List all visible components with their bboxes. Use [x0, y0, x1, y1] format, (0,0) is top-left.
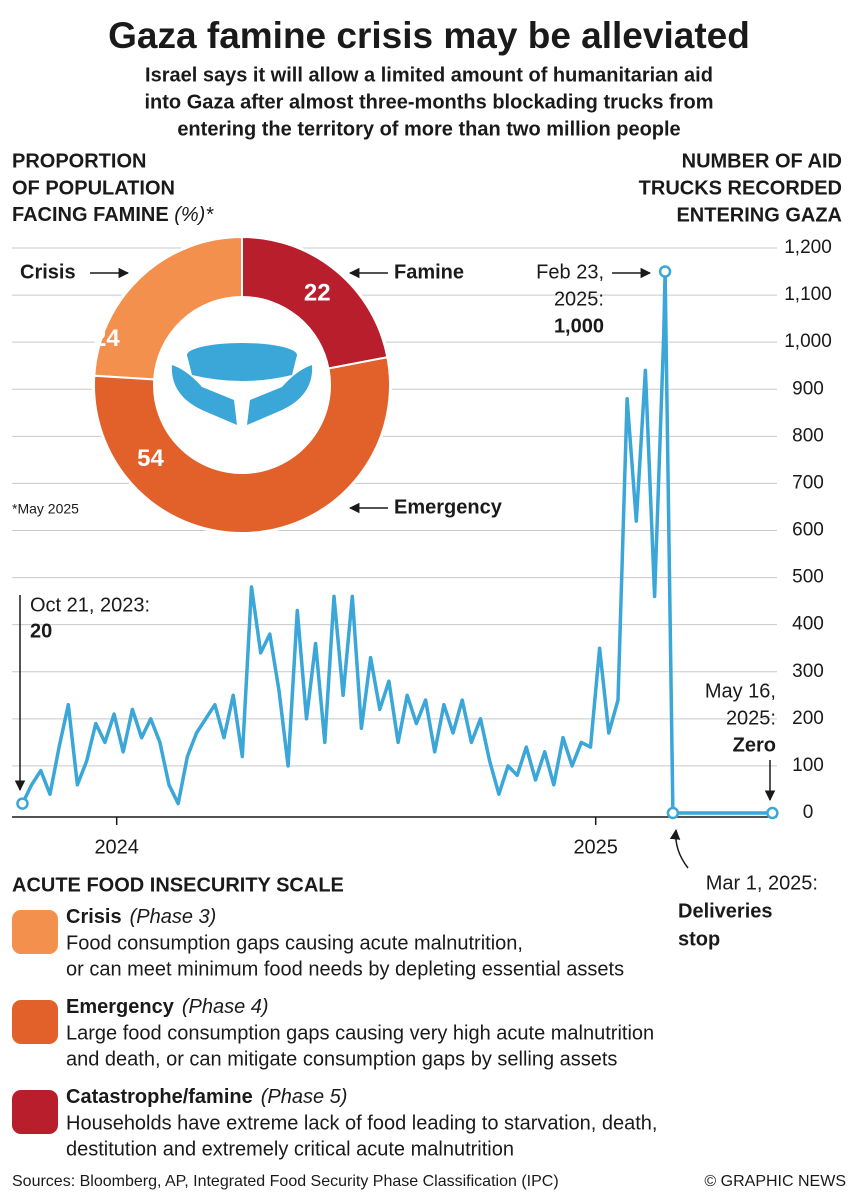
subtitle: entering the territory of more than two … — [177, 118, 680, 140]
legend-name: Crisis — [66, 906, 122, 928]
annotation: Feb 23, — [536, 261, 604, 283]
y-tick-label: 600 — [792, 520, 824, 541]
donut-label: Famine — [394, 261, 464, 283]
y-axis-title: NUMBER OF AID — [682, 150, 842, 172]
y-tick-label: 900 — [792, 378, 824, 399]
donut-title: FACING FAMINE — [12, 204, 169, 226]
y-tick-label: 100 — [792, 755, 824, 776]
y-tick-label: 200 — [792, 708, 824, 729]
legend-phase: (Phase 4) — [182, 996, 269, 1018]
point-marker — [658, 265, 672, 278]
icon — [247, 365, 313, 425]
donut-layer: 24 22 54 — [92, 235, 392, 535]
x-tick-label: 2025 — [573, 836, 618, 858]
icon — [171, 365, 237, 425]
y-tick-label: 1,000 — [784, 331, 832, 352]
donut-value: 24 — [93, 325, 120, 352]
legend-item: Crisis (Phase 3) — [66, 906, 216, 928]
annotation: Oct 21, 2023: — [30, 594, 150, 616]
donut-value: 22 — [304, 279, 331, 306]
note: *May 2025 — [12, 501, 79, 517]
legend-item: Catastrophe/famine (Phase 5) — [66, 1086, 347, 1108]
legend-description: Households have extreme lack of food lea… — [66, 1112, 657, 1134]
legend-description: and death, or can mitigate consumption g… — [66, 1048, 617, 1070]
subtitle: into Gaza after almost three-months bloc… — [145, 91, 714, 113]
y-axis-title: TRUCKS RECORDED — [639, 177, 842, 199]
legend-description: Food consumption gaps causing acute maln… — [66, 932, 523, 954]
legend-swatch — [12, 1000, 58, 1044]
legend-description: or can meet minimum food needs by deplet… — [66, 958, 624, 980]
legend-name: Catastrophe/famine — [66, 1086, 253, 1108]
annotation: 20 — [30, 620, 52, 642]
annotation: May 16, — [705, 680, 776, 702]
y-tick-label: 1,200 — [784, 237, 832, 258]
donut-slice — [93, 356, 391, 534]
x-tick-label: 2024 — [94, 836, 139, 858]
annotation: 1,000 — [554, 315, 604, 337]
donut-value: 54 — [137, 445, 164, 472]
subtitle: Israel says it will allow a limited amou… — [145, 64, 713, 86]
donut-title: OF POPULATION — [12, 177, 175, 199]
y-tick-label: 700 — [792, 472, 824, 493]
donut-slice — [93, 235, 243, 381]
title: Gaza famine crisis may be alleviated — [108, 15, 750, 56]
y-tick-label: 500 — [792, 567, 824, 588]
legend-swatch — [12, 910, 58, 954]
arrow — [669, 828, 689, 869]
sources: Sources: Bloomberg, AP, Integrated Food … — [12, 1173, 559, 1190]
annotation: 2025: — [554, 288, 604, 310]
line-layer — [16, 265, 779, 820]
annotation: Mar 1, 2025: — [706, 872, 818, 894]
donut-title-suffix: (%)* — [174, 204, 214, 226]
donut-slice — [241, 235, 389, 370]
y-axis-title: ENTERING GAZA — [676, 204, 842, 226]
annotation: Zero — [733, 734, 776, 756]
donut-title: PROPORTION — [12, 150, 146, 172]
legend-item: Emergency (Phase 4) — [66, 996, 269, 1018]
credit: © GRAPHIC NEWS — [704, 1173, 846, 1190]
donut-label: Crisis — [20, 261, 76, 283]
y-tick-label: 300 — [792, 661, 824, 682]
icon — [187, 355, 297, 381]
point-marker — [16, 797, 29, 810]
y-tick-label: 800 — [792, 425, 824, 446]
legend-description: Large food consumption gaps causing very… — [66, 1022, 654, 1044]
point-marker — [666, 806, 680, 820]
legend-name: Emergency — [66, 996, 175, 1018]
legend-title: ACUTE FOOD INSECURITY SCALE — [12, 874, 344, 896]
legend: Crisis (Phase 3) Food consumption gaps cau… — [12, 906, 657, 1160]
annotation: stop — [678, 928, 720, 950]
legend-description: destitution and extremely critical acute… — [66, 1138, 514, 1160]
legend-swatch — [12, 1090, 58, 1134]
legend-phase: (Phase 3) — [130, 906, 217, 928]
legend-phase: (Phase 5) — [261, 1086, 348, 1108]
donut-title: FACING FAMINE (%)* — [12, 204, 214, 226]
annotation: 2025: — [726, 707, 776, 729]
annotation: Deliveries — [678, 900, 773, 922]
y-tick-label: 400 — [792, 614, 824, 635]
y-tick-label: 0 — [803, 802, 814, 823]
data-line — [20, 269, 773, 815]
y-tick-label: 1,100 — [784, 284, 832, 305]
point-marker — [766, 806, 779, 820]
donut-label: Emergency — [394, 496, 503, 518]
